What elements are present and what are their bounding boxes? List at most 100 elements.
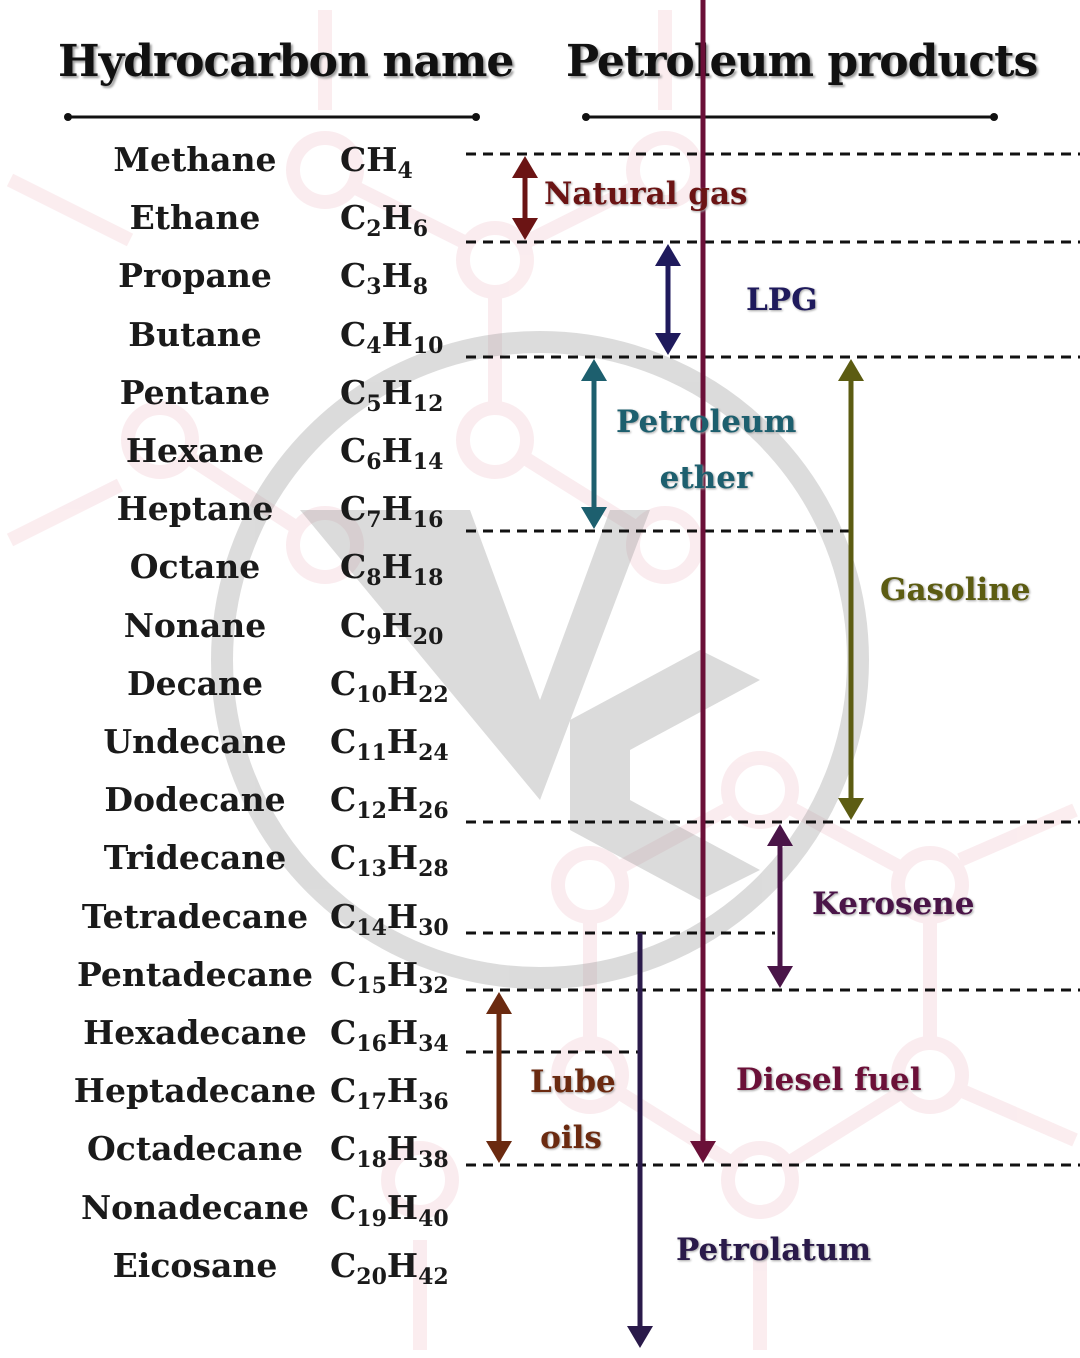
- product-label-lube-oils: Lube oils: [530, 1064, 616, 1156]
- hydrocarbon-name: Dodecane: [104, 780, 286, 820]
- hydrocarbon-name: Decane: [126, 663, 264, 703]
- hydrocarbon-formula: C8H18: [340, 547, 444, 592]
- hydrocarbon-name: Tridecane: [103, 838, 287, 878]
- arrow-head-up: [581, 359, 607, 381]
- underline-end: [582, 113, 590, 121]
- hydrocarbon-formula: C4H10: [340, 314, 444, 359]
- hydrocarbon-row: Pentane C5H12: [0, 373, 470, 423]
- hydrocarbon-name: Heptadecane: [73, 1071, 317, 1111]
- arrow-head-up: [838, 359, 864, 381]
- hydrocarbon-name: Nonadecane: [80, 1187, 310, 1227]
- hydrocarbon-row: Methane CH4: [0, 140, 470, 190]
- hydrocarbon-name: Tetradecane: [81, 896, 309, 936]
- hydrocarbon-formula: CH4: [340, 140, 413, 184]
- arrow-petrolatum: [627, 933, 653, 1348]
- hydrocarbon-row: Nonadecane C19H40: [0, 1188, 470, 1238]
- hydrocarbon-formula: C14H30: [330, 896, 449, 941]
- hydrocarbon-name: Pentane: [119, 372, 271, 412]
- hydrocarbon-row: Tridecane C13H28: [0, 838, 470, 888]
- heading-underlines: [64, 113, 998, 121]
- arrow-head-down: [655, 333, 681, 355]
- hydrocarbon-formula: C19H40: [330, 1187, 449, 1232]
- arrow-head-down: [838, 798, 864, 820]
- arrow-head-down: [767, 966, 793, 988]
- arrow-head-down: [627, 1326, 653, 1348]
- arrow-head-up: [767, 824, 793, 846]
- hydrocarbon-row: Undecane C11H24: [0, 722, 470, 772]
- arrow-head-up: [512, 156, 538, 178]
- hydrocarbon-formula: C11H24: [330, 722, 449, 766]
- hydrocarbon-row: Dodecane C12H26: [0, 780, 470, 830]
- hydrocarbon-name: Propane: [118, 256, 272, 296]
- product-label-petrolatum: Petrolatum: [676, 1232, 872, 1268]
- hydrocarbon-row: Hexadecane C16H34: [0, 1013, 470, 1063]
- hydrocarbon-name: Octadecane: [87, 1129, 303, 1169]
- hydrocarbon-row: Ethane C2H6: [0, 198, 470, 248]
- product-label-gasoline: Gasoline: [880, 572, 1031, 608]
- hydrocarbon-name: Ethane: [129, 198, 261, 238]
- underline-end: [990, 113, 998, 121]
- hydrocarbon-heading: Hydrocarbon name: [58, 36, 514, 87]
- hydrocarbon-formula: C3H8: [340, 256, 429, 301]
- product-label-kerosene: Kerosene: [812, 886, 975, 922]
- hydrocarbon-formula: C15H32: [330, 954, 449, 999]
- hydrocarbon-formula: C16H34: [330, 1013, 449, 1057]
- product-label-lpg: LPG: [746, 282, 818, 318]
- hydrocarbon-formula: C6H14: [340, 431, 444, 475]
- arrow-head-down: [486, 1141, 512, 1163]
- hydrocarbon-row: Nonane C9H20: [0, 606, 470, 656]
- hydrocarbon-name: Octane: [129, 547, 261, 587]
- product-label-natural-gas: Natural gas: [544, 176, 748, 212]
- hydrocarbon-row: Tetradecane C14H30: [0, 897, 470, 947]
- hydrocarbon-name: Eicosane: [112, 1245, 278, 1285]
- hydrocarbon-row: Butane C4H10: [0, 315, 470, 365]
- arrow-head-down: [690, 1141, 716, 1163]
- products-heading: Petroleum products: [566, 36, 1038, 87]
- product-label-diesel-fuel: Diesel fuel: [736, 1062, 922, 1098]
- hydrocarbon-formula: C2H6: [340, 198, 429, 243]
- hydrocarbon-formula: C12H26: [330, 780, 449, 825]
- arrow-gasoline: [838, 359, 864, 820]
- hydrocarbon-name: Hexadecane: [83, 1013, 307, 1052]
- hydrocarbon-name: Pentadecane: [76, 954, 314, 994]
- arrow-head-up: [486, 992, 512, 1014]
- hydrocarbon-row: Pentadecane C15H32: [0, 955, 470, 1005]
- hydrocarbon-name: Butane: [128, 314, 262, 354]
- hydrocarbon-row: Octadecane C18H38: [0, 1129, 470, 1179]
- hydrocarbon-formula: C18H38: [330, 1129, 449, 1174]
- hydrocarbon-formula: C5H12: [340, 372, 444, 417]
- arrow-petroleum-ether: [581, 359, 607, 529]
- hydrocarbon-formula: C13H28: [330, 838, 449, 883]
- hydrocarbon-formula: C17H36: [330, 1071, 449, 1116]
- hydrocarbon-formula: C10H22: [330, 663, 449, 708]
- hydrocarbon-row: Heptadecane C17H36: [0, 1071, 470, 1121]
- hydrocarbon-row: Hexane C6H14: [0, 431, 470, 481]
- product-label-petroleum-ether: Petroleum ether: [616, 404, 797, 496]
- hydrocarbon-formula: C20H42: [330, 1245, 449, 1290]
- hydrocarbon-row: Eicosane C20H42: [0, 1246, 470, 1296]
- arrow-kerosene: [767, 824, 793, 988]
- underline-end: [64, 113, 72, 121]
- hydrocarbon-formula: C9H20: [340, 605, 444, 650]
- arrow-head-up: [655, 244, 681, 266]
- arrow-lube-oils: [486, 992, 512, 1163]
- hydrocarbon-row: Decane C10H22: [0, 664, 470, 714]
- underline-end: [472, 113, 480, 121]
- hydrocarbon-name: Heptane: [116, 489, 274, 529]
- arrow-natural-gas: [512, 156, 538, 240]
- hydrocarbon-name: Hexane: [125, 431, 265, 470]
- hydrocarbon-name: Nonane: [123, 605, 267, 645]
- hydrocarbon-row: Propane C3H8: [0, 256, 470, 306]
- hydrocarbon-name: Undecane: [103, 722, 287, 761]
- arrow-diesel-fuel: [690, 0, 716, 1163]
- hydrocarbon-row: Heptane C7H16: [0, 489, 470, 539]
- hydrocarbon-row: Octane C8H18: [0, 547, 470, 597]
- hydrocarbon-name: Methane: [113, 140, 277, 179]
- arrow-head-down: [512, 218, 538, 240]
- fraction-arrows: [486, 0, 864, 1348]
- arrow-lpg: [655, 244, 681, 355]
- fraction-boundaries: [466, 152, 1080, 1167]
- hydrocarbon-formula: C7H16: [340, 489, 444, 534]
